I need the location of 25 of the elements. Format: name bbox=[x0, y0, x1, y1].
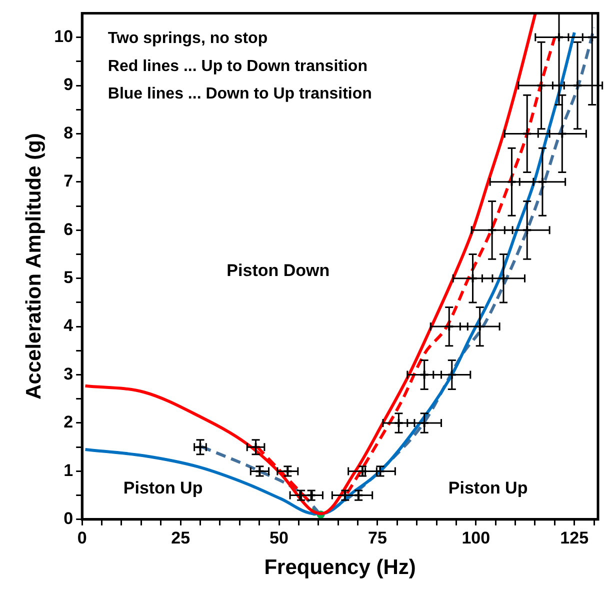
x-tick-label: 50 bbox=[270, 528, 288, 548]
x-tick-label: 0 bbox=[77, 528, 87, 548]
x-tick-label: 125 bbox=[560, 528, 589, 548]
annotation: Piston Up bbox=[123, 478, 203, 498]
x-tick-label: 75 bbox=[368, 528, 387, 548]
x-tick-label: 100 bbox=[462, 528, 490, 548]
y-axis-title: Acceleration Amplitude (g) bbox=[22, 133, 46, 400]
x-tick-label: 25 bbox=[171, 528, 190, 548]
annotation: Two springs, no stop bbox=[108, 30, 268, 47]
y-tick-label: 3 bbox=[64, 364, 74, 384]
y-tick-label: 5 bbox=[64, 268, 74, 288]
y-tick-label: 10 bbox=[54, 26, 74, 46]
annotation: Red lines ... Up to Down transition bbox=[108, 58, 368, 75]
y-tick-label: 8 bbox=[64, 123, 74, 142]
annotation: Blue lines ... Down to Up transition bbox=[108, 86, 372, 103]
y-tick-label: 4 bbox=[64, 316, 74, 336]
y-tick-label: 2 bbox=[64, 412, 74, 432]
annotation: Piston Down bbox=[226, 261, 330, 280]
y-tick-label: 9 bbox=[64, 75, 74, 94]
y-tick-label: 0 bbox=[64, 509, 74, 528]
y-tick-label: 6 bbox=[64, 220, 74, 239]
x-axis-title: Frequency (Hz) bbox=[264, 556, 416, 580]
annotation: Piston Up bbox=[448, 478, 528, 498]
y-tick-label: 1 bbox=[64, 460, 74, 480]
y-tick-label: 7 bbox=[64, 172, 74, 191]
